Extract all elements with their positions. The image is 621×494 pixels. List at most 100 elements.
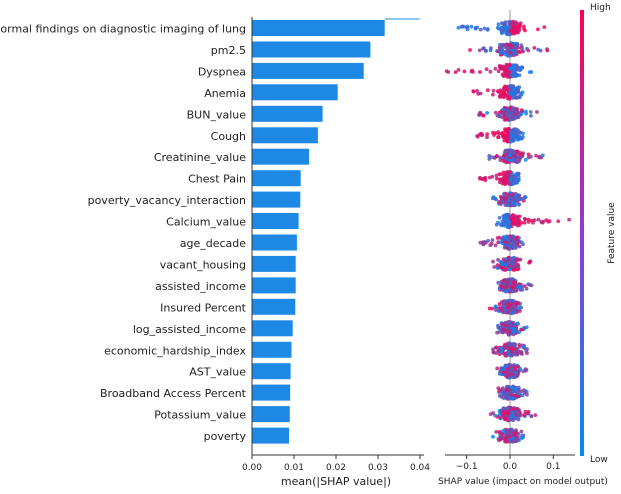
shap-point: [513, 352, 517, 357]
shap-point: [500, 322, 504, 326]
shap-point: [526, 409, 531, 414]
shap-point: [485, 135, 489, 140]
shap-point: [514, 283, 519, 287]
shap-point: [532, 218, 537, 223]
shap-point: [513, 410, 518, 414]
shap-point: [497, 110, 502, 115]
shap-point: [509, 432, 513, 437]
shap-point: [515, 238, 520, 243]
shap-point: [515, 149, 520, 154]
importance-bar: [252, 213, 299, 229]
shap-point: [529, 70, 534, 74]
shap-point: [508, 343, 513, 347]
shap-point: [505, 320, 510, 325]
colorbar-low-label: Low: [590, 455, 608, 465]
shap-point: [511, 289, 516, 294]
shap-point: [517, 130, 522, 135]
shap-point: [502, 406, 506, 411]
importance-bar: [252, 191, 301, 208]
shap-point: [480, 132, 485, 137]
shap-point: [491, 350, 496, 354]
shap-point: [511, 280, 516, 285]
shap-point: [499, 434, 503, 439]
shap-point: [517, 112, 522, 117]
feature-label: economic_hardship_index: [104, 344, 246, 357]
shap-point: [500, 199, 505, 204]
feature-label: Creatinine_value: [154, 151, 246, 164]
shap-point: [511, 414, 516, 419]
shap-point: [456, 68, 461, 72]
shap-point: [511, 217, 515, 222]
shap-point: [485, 111, 489, 115]
shap-point: [506, 305, 510, 310]
colorbar-high-label: High: [590, 3, 611, 13]
shap-point: [508, 170, 512, 174]
shap-point: [507, 308, 512, 313]
shap-point: [514, 180, 518, 185]
shap-point: [499, 285, 504, 289]
shap-point: [506, 280, 511, 285]
shap-point: [519, 284, 523, 289]
shap-point: [516, 197, 520, 201]
importance-bar: [252, 84, 338, 101]
shap-point: [502, 392, 507, 397]
shap-point: [513, 74, 517, 78]
shap-point: [540, 153, 545, 158]
shap-point: [532, 46, 537, 50]
shap-point: [515, 309, 520, 313]
shap-point: [493, 131, 498, 136]
shap-point: [502, 173, 507, 178]
shap-point: [478, 70, 482, 74]
shap-point: [482, 26, 487, 31]
shap-point: [533, 413, 538, 417]
shap-point: [502, 196, 507, 201]
shap-point: [525, 351, 529, 355]
feature-label: Anemia: [204, 87, 246, 100]
shap-point: [524, 286, 529, 291]
importance-bar: [252, 148, 310, 165]
shap-point: [499, 346, 504, 351]
shap-point: [496, 22, 501, 27]
shap-point: [510, 174, 515, 178]
shap-point: [522, 196, 527, 201]
feature-label: assisted_income: [155, 280, 246, 293]
shap-point: [518, 351, 523, 355]
bar-x-tick-label: 0.02: [326, 463, 346, 473]
beeswarm-x-tick-label: 0.1: [546, 462, 560, 472]
shap-point: [510, 436, 515, 440]
shap-point: [484, 67, 489, 72]
shap-point: [513, 41, 518, 46]
shap-point: [509, 278, 514, 282]
importance-bar: [252, 427, 289, 444]
shap-point: [507, 349, 511, 354]
shap-point: [504, 52, 508, 57]
shap-point: [510, 192, 515, 196]
shap-point: [499, 25, 504, 30]
shap-point: [508, 415, 513, 420]
shap-point: [495, 266, 500, 270]
shap-point: [487, 157, 492, 161]
shap-point: [493, 155, 498, 159]
shap-point: [514, 25, 519, 30]
shap-point: [517, 136, 522, 141]
shap-point: [497, 216, 502, 220]
shap-point: [536, 47, 541, 52]
importance-bar: [252, 255, 296, 272]
shap-point: [493, 110, 498, 115]
shap-point: [453, 70, 458, 74]
shap-point: [503, 299, 508, 304]
shap-point: [498, 92, 503, 96]
shap-point: [498, 177, 503, 182]
shap-point: [465, 25, 469, 30]
shap-point: [497, 235, 502, 240]
shap-point: [491, 92, 495, 97]
shap-point: [505, 115, 509, 119]
shap-point: [523, 158, 528, 162]
shap-point: [502, 138, 507, 143]
shap-point: [507, 332, 511, 336]
shap-point: [510, 396, 515, 401]
shap-point: [514, 374, 518, 379]
shap-point: [516, 394, 521, 399]
shap-point: [537, 154, 542, 159]
shap-point: [513, 222, 518, 226]
